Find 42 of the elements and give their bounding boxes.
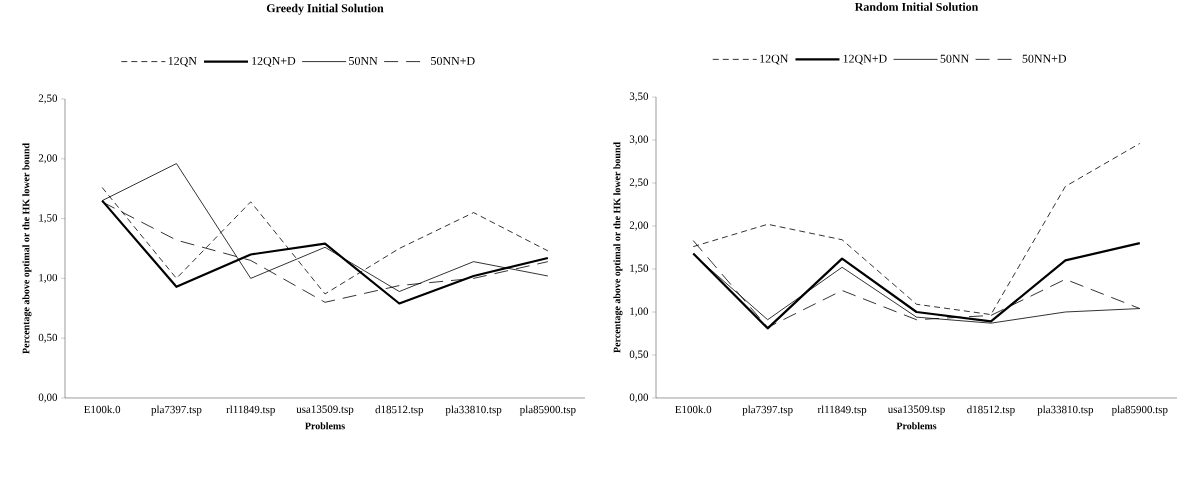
y-tick-label: 1,50 bbox=[39, 214, 58, 224]
legend-label: 50NN bbox=[349, 56, 378, 65]
legend-label: 12QN+D bbox=[252, 56, 296, 67]
y-tick-label: 3,50 bbox=[629, 92, 649, 102]
x-axis-title: Problems bbox=[305, 422, 345, 430]
y-tick-label: 1,00 bbox=[39, 273, 58, 283]
y-tick-label: 1,50 bbox=[630, 264, 649, 274]
y-tick-label: 0,50 bbox=[38, 333, 58, 343]
y-tick-label: 2,00 bbox=[38, 154, 58, 164]
legend-label: 50NN bbox=[940, 54, 969, 63]
y-tick-label: 2,50 bbox=[38, 94, 58, 104]
x-tick-label: usa13509.tsp bbox=[887, 405, 945, 416]
x-axis-title: Problems bbox=[896, 422, 937, 430]
x-tick-label: usa13509.tsp bbox=[296, 405, 354, 416]
x-tick-label: pla85900.tsp bbox=[1111, 405, 1168, 416]
legend-label: 12QN+D bbox=[843, 54, 887, 65]
chart-title: Random Initial Solution bbox=[854, 2, 979, 11]
legend-label: 50NN+D bbox=[1022, 54, 1067, 63]
y-tick-label: 3,00 bbox=[629, 135, 649, 145]
x-tick-label: rl11849.tsp bbox=[226, 405, 275, 416]
chart-title: Greedy Initial Solution bbox=[266, 3, 384, 15]
y-tick-label: 0,50 bbox=[629, 350, 649, 360]
x-tick-label: rl11849.tsp bbox=[817, 405, 867, 416]
x-tick-label: pla33810.tsp bbox=[445, 405, 502, 416]
y-tick-label: 2,50 bbox=[629, 178, 649, 188]
legend-label: 12QN bbox=[168, 56, 197, 67]
x-tick-label: pla33810.tsp bbox=[1037, 405, 1094, 416]
y-axis-title: Percentage above optimal or the HK lower bound bbox=[22, 143, 32, 354]
y-tick-label: 0,00 bbox=[629, 393, 649, 403]
y-tick-label: 2,00 bbox=[629, 221, 649, 231]
y-tick-label: 0,00 bbox=[38, 393, 58, 403]
legend-label: 12QN bbox=[760, 54, 789, 65]
x-tick-label: d18512.tsp bbox=[967, 405, 1015, 416]
legend-label: 50NN+D bbox=[431, 56, 475, 65]
x-tick-label: E100k.0 bbox=[675, 405, 712, 414]
x-tick-label: pla7397.tsp bbox=[742, 405, 793, 416]
x-tick-label: pla7397.tsp bbox=[151, 405, 202, 416]
x-tick-label: E100k.0 bbox=[84, 405, 121, 414]
y-axis-title: Percentage above optimal or the HK lower bound bbox=[613, 142, 623, 353]
x-tick-label: pla85900.tsp bbox=[519, 405, 576, 416]
y-tick-label: 1,00 bbox=[630, 307, 649, 317]
x-tick-label: d18512.tsp bbox=[375, 405, 424, 416]
